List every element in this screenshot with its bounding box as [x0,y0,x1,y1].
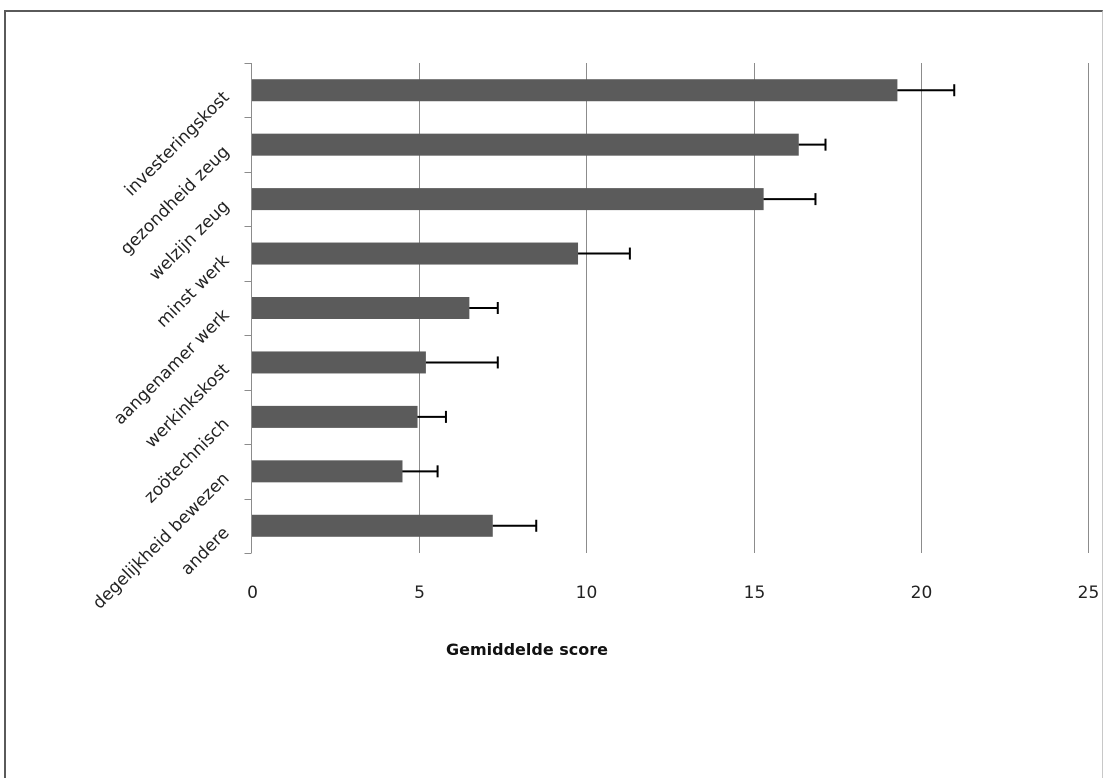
x-tick-label: 5 [414,583,425,603]
x-tick-label: 0 [247,583,258,603]
bar [252,460,403,483]
bar [252,188,764,211]
bar [252,351,426,374]
bar [252,79,898,102]
error-bars [402,84,956,532]
bar [252,133,799,156]
bar [252,297,470,319]
x-tick-label: 15 [744,583,766,603]
x-tick-label: 10 [576,583,598,603]
x-tick-label: 25 [1078,583,1100,603]
bar [252,405,418,428]
bar [252,242,579,265]
bar [252,514,493,537]
x-axis-title: Gemiddelde score [446,640,608,659]
y-axis [244,63,252,554]
bars [252,79,898,537]
category-label: andere [177,523,233,579]
x-tick-labels: 0 5 10 15 20 25 [247,583,1099,603]
x-tick-label: 20 [911,583,933,603]
